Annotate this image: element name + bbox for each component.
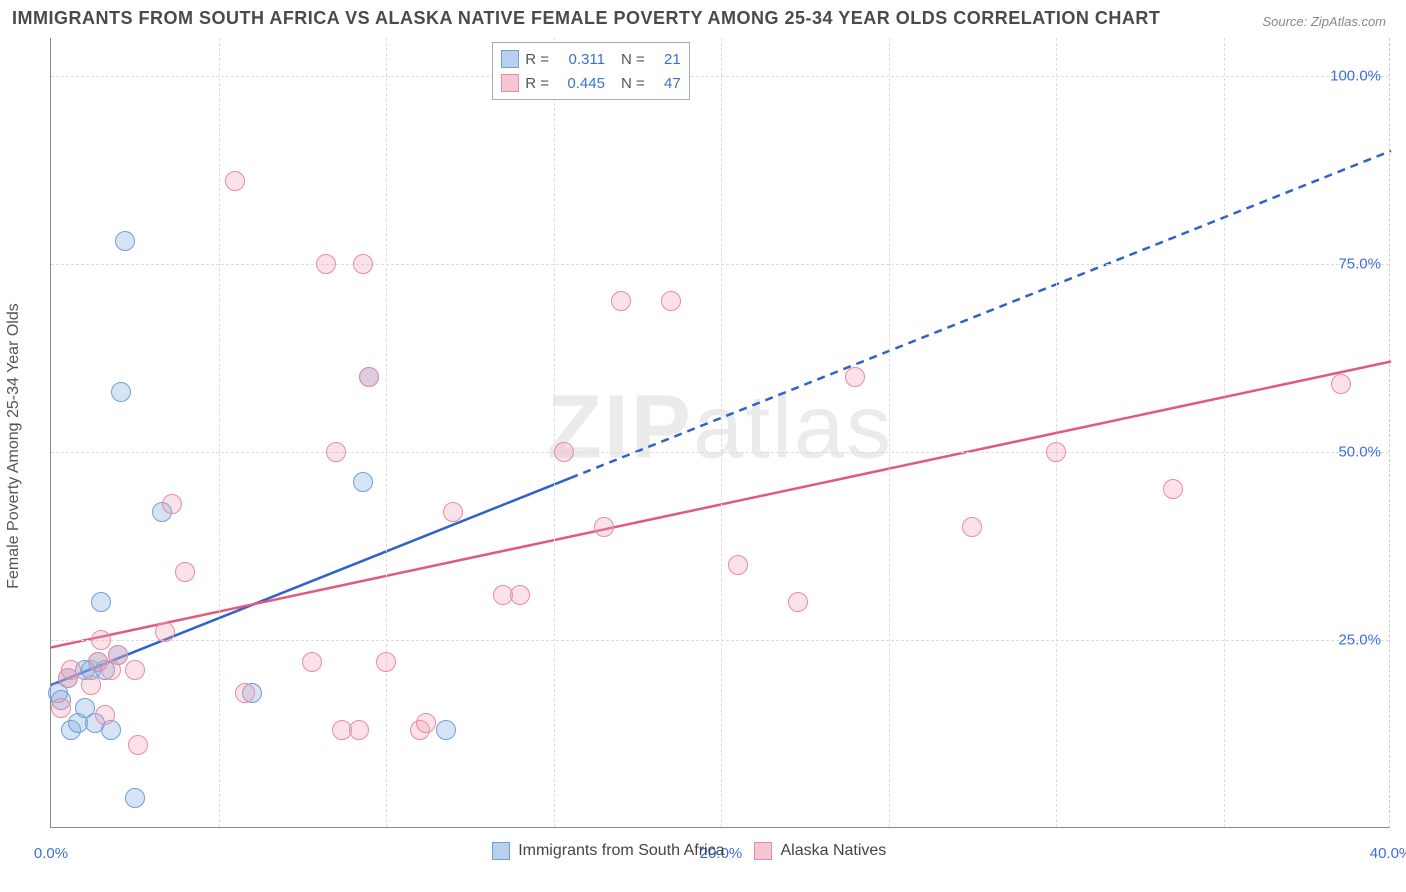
- y-tick-label: 50.0%: [1338, 443, 1381, 460]
- gridline-v: [721, 38, 722, 827]
- r-value: 0.445: [555, 75, 605, 92]
- n-label: N =: [621, 75, 645, 92]
- marker-series-b: [962, 517, 982, 537]
- legend-stats-row: R = 0.311 N = 21: [501, 47, 681, 71]
- legend-swatch: [501, 74, 519, 92]
- legend-series-label: Alaska Natives: [780, 842, 886, 860]
- marker-series-b: [225, 171, 245, 191]
- marker-series-b: [845, 367, 865, 387]
- gridline-h: [51, 452, 1389, 453]
- n-value: 21: [651, 51, 681, 68]
- marker-series-b: [326, 442, 346, 462]
- marker-series-b: [1046, 442, 1066, 462]
- chart-title: IMMIGRANTS FROM SOUTH AFRICA VS ALASKA N…: [12, 8, 1160, 29]
- marker-series-b: [349, 720, 369, 740]
- marker-series-b: [108, 645, 128, 665]
- marker-series-b: [359, 367, 379, 387]
- legend-swatch: [492, 842, 510, 860]
- gridline-h: [51, 640, 1389, 641]
- gridline-v: [219, 38, 220, 827]
- n-value: 47: [651, 75, 681, 92]
- n-label: N =: [621, 51, 645, 68]
- y-tick-label: 100.0%: [1330, 67, 1381, 84]
- marker-series-b: [91, 630, 111, 650]
- marker-series-b: [594, 517, 614, 537]
- gridline-v: [554, 38, 555, 827]
- marker-series-b: [302, 652, 322, 672]
- marker-series-b: [235, 683, 255, 703]
- legend-swatch: [501, 50, 519, 68]
- marker-series-b: [1163, 479, 1183, 499]
- x-tick-label: 40.0%: [1370, 845, 1406, 862]
- marker-series-b: [788, 592, 808, 612]
- marker-series-a: [436, 720, 456, 740]
- marker-series-b: [316, 254, 336, 274]
- marker-series-b: [81, 675, 101, 695]
- marker-series-b: [728, 555, 748, 575]
- gridline-h: [51, 76, 1389, 77]
- legend-series-item: Alaska Natives: [754, 842, 886, 860]
- watermark: ZIPatlas: [547, 376, 893, 479]
- marker-series-b: [611, 291, 631, 311]
- marker-series-b: [128, 735, 148, 755]
- r-label: R =: [525, 75, 549, 92]
- plot-area: ZIPatlas 25.0%50.0%75.0%100.0%0.0%20.0%4…: [50, 38, 1390, 828]
- legend-stats-row: R = 0.445 N = 47: [501, 71, 681, 95]
- marker-series-a: [353, 472, 373, 492]
- y-tick-label: 25.0%: [1338, 631, 1381, 648]
- marker-series-b: [510, 585, 530, 605]
- marker-series-b: [1331, 374, 1351, 394]
- marker-series-b: [155, 622, 175, 642]
- legend-stats: R = 0.311 N = 21 R = 0.445 N = 47: [492, 42, 690, 100]
- marker-series-b: [353, 254, 373, 274]
- trend-lines: [51, 38, 1389, 827]
- legend-series: Immigrants from South Africa Alaska Nativ…: [492, 842, 886, 860]
- source-label: Source: ZipAtlas.com: [1262, 14, 1386, 29]
- gridline-h: [51, 264, 1389, 265]
- marker-series-b: [376, 652, 396, 672]
- marker-series-b: [125, 660, 145, 680]
- marker-series-a: [115, 231, 135, 251]
- marker-series-b: [443, 502, 463, 522]
- legend-swatch: [754, 842, 772, 860]
- marker-series-b: [416, 713, 436, 733]
- gridline-v: [386, 38, 387, 827]
- marker-series-b: [661, 291, 681, 311]
- r-value: 0.311: [555, 51, 605, 68]
- marker-series-b: [51, 698, 71, 718]
- r-label: R =: [525, 51, 549, 68]
- legend-series-item: Immigrants from South Africa: [492, 842, 724, 860]
- marker-series-b: [61, 660, 81, 680]
- gridline-v: [889, 38, 890, 827]
- y-tick-label: 75.0%: [1338, 255, 1381, 272]
- marker-series-a: [111, 382, 131, 402]
- marker-series-b: [162, 494, 182, 514]
- marker-series-b: [175, 562, 195, 582]
- gridline-v: [1224, 38, 1225, 827]
- y-axis-title: Female Poverty Among 25-34 Year Olds: [5, 303, 23, 589]
- legend-series-label: Immigrants from South Africa: [518, 842, 724, 860]
- x-tick-label: 0.0%: [34, 845, 68, 862]
- marker-series-b: [554, 442, 574, 462]
- marker-series-a: [91, 592, 111, 612]
- marker-series-b: [95, 705, 115, 725]
- gridline-v: [1056, 38, 1057, 827]
- marker-series-a: [125, 788, 145, 808]
